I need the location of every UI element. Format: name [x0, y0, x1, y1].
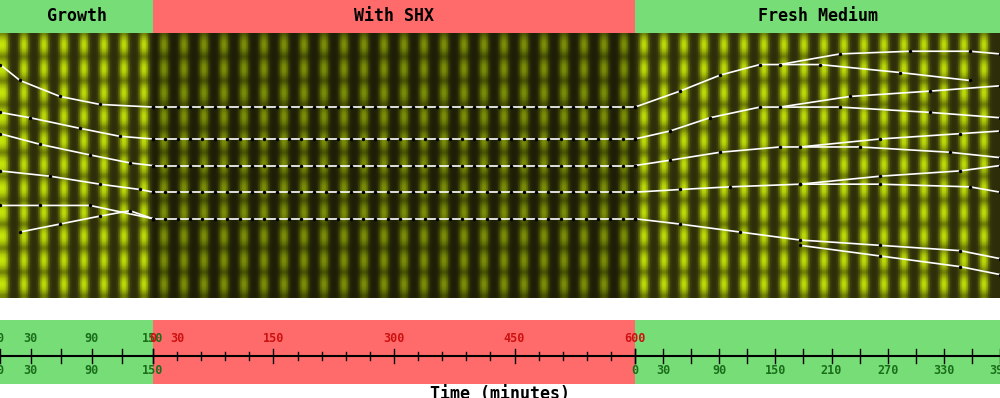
Text: 30: 30	[656, 363, 670, 377]
Bar	[153, 356, 635, 384]
Text: 450: 450	[504, 332, 525, 345]
Text: Growth: Growth	[46, 7, 106, 25]
Bar	[0, 356, 153, 384]
Bar	[153, 320, 635, 356]
Text: 150: 150	[142, 332, 164, 345]
Text: Fresh Medium: Fresh Medium	[758, 7, 878, 25]
Text: 0: 0	[631, 363, 639, 377]
Text: 0: 0	[149, 332, 157, 345]
Text: 0: 0	[0, 363, 4, 377]
Bar	[635, 356, 1000, 384]
Text: 150: 150	[765, 363, 786, 377]
Text: 390: 390	[989, 363, 1000, 377]
Text: 90: 90	[85, 332, 99, 345]
Text: 90: 90	[85, 363, 99, 377]
Text: 150: 150	[263, 332, 284, 345]
Bar	[635, 0, 1000, 33]
Text: With SHX: With SHX	[354, 7, 434, 25]
Text: 270: 270	[877, 363, 898, 377]
Bar	[153, 0, 635, 33]
Text: 30: 30	[170, 332, 184, 345]
Text: 300: 300	[383, 332, 405, 345]
Text: 330: 330	[933, 363, 955, 377]
Text: 210: 210	[821, 363, 842, 377]
Bar	[0, 320, 153, 356]
Text: 0: 0	[0, 332, 4, 345]
Text: 150: 150	[142, 363, 164, 377]
Text: Time (minutes): Time (minutes)	[430, 385, 570, 398]
Bar	[635, 320, 1000, 356]
Bar	[0, 0, 153, 33]
Text: 90: 90	[712, 363, 726, 377]
Text: 30: 30	[23, 363, 38, 377]
Text: 30: 30	[23, 332, 38, 345]
Text: 600: 600	[624, 332, 646, 345]
